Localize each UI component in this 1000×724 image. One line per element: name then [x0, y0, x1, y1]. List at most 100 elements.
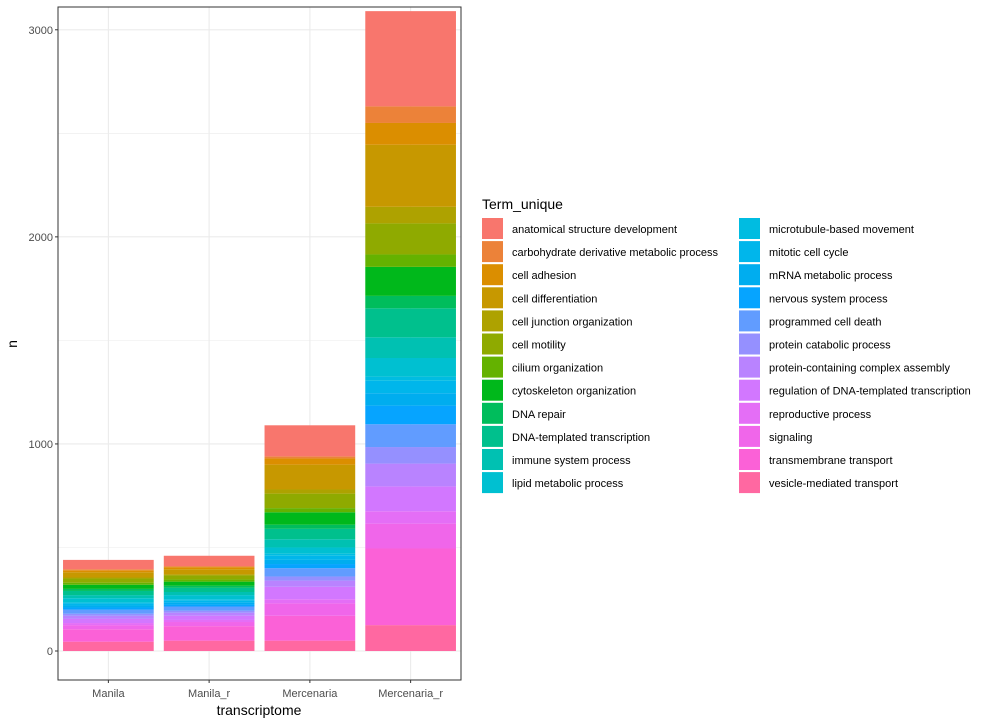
bar-segment: [365, 106, 456, 123]
bar-segment: [63, 602, 154, 604]
bar-segment: [365, 206, 456, 224]
bar-segment: [63, 607, 154, 610]
legend-label: mRNA metabolic process: [769, 270, 893, 282]
legend-swatch: [482, 310, 503, 332]
legend-swatch: [482, 241, 503, 263]
legend-label: cell junction organization: [512, 316, 632, 328]
legend-item: cell differentiation: [482, 287, 597, 309]
x-tick-label: Manila_r: [188, 688, 231, 700]
legend-item: DNA repair: [482, 402, 566, 424]
legend-label: cilium organization: [512, 363, 603, 375]
legend-item: cilium organization: [482, 356, 603, 378]
bar-segment: [365, 424, 456, 448]
bar-segment: [163, 615, 255, 620]
bar-segment: [264, 425, 356, 457]
legend-swatch: [739, 356, 760, 378]
bar-segment: [63, 641, 154, 652]
bar-segment: [264, 576, 356, 581]
legend-swatch: [482, 333, 503, 355]
legend-swatch: [482, 218, 503, 239]
bar-segment: [63, 595, 154, 599]
bar-segment: [365, 223, 456, 255]
legend-item: mRNA metabolic process: [739, 264, 893, 286]
bar-segment: [264, 547, 356, 554]
legend-item: immune system process: [482, 449, 631, 470]
legend-title: Term_unique: [482, 196, 563, 212]
bar-segment: [63, 559, 154, 570]
legend-swatch: [739, 402, 760, 424]
legend-swatch: [739, 264, 760, 286]
legend-label: anatomical structure development: [512, 224, 677, 236]
bar-segment: [163, 612, 255, 616]
bar-segment: [264, 568, 356, 577]
bar-segment: [365, 523, 456, 549]
legend-label: carbohydrate derivative metabolic proces…: [512, 247, 719, 259]
bar-segment: [264, 580, 356, 587]
bar-segment: [63, 623, 154, 626]
legend-label: nervous system process: [769, 293, 888, 305]
bar-segment: [163, 567, 255, 570]
bar-segment: [63, 584, 154, 589]
legend-item: cytoskeleton organization: [482, 379, 636, 401]
bar-segment: [264, 493, 356, 509]
legend-item: anatomical structure development: [482, 218, 677, 239]
bar-segment: [264, 456, 356, 459]
bar-segment: [365, 337, 456, 358]
bar-segment: [163, 606, 255, 611]
bar-segment: [163, 585, 255, 588]
legend-label: cytoskeleton organization: [512, 386, 636, 398]
legend-swatch: [482, 356, 503, 378]
legend-item: transmembrane transport: [739, 449, 893, 470]
legend-label: cell adhesion: [512, 270, 576, 282]
legend-item: programmed cell death: [739, 310, 882, 332]
x-tick-label: Manila: [92, 688, 125, 700]
bar-segment: [63, 629, 154, 642]
bar-segment: [163, 579, 255, 582]
bar-segment: [264, 528, 356, 540]
bar-segment: [365, 376, 456, 381]
legend-item: mitotic cell cycle: [739, 241, 848, 263]
legend-swatch: [739, 472, 760, 494]
bar-segment: [365, 548, 456, 626]
bar-segment: [264, 615, 356, 641]
legend-swatch: [739, 449, 760, 470]
legend-label: programmed cell death: [769, 316, 882, 328]
bar-segment: [365, 144, 456, 207]
bar-segment: [264, 524, 356, 529]
y-tick-label: 2000: [29, 232, 53, 244]
bar-segment: [365, 393, 456, 406]
bar-segment: [264, 599, 356, 604]
bar-segment: [264, 489, 356, 494]
bar-segment: [163, 566, 255, 568]
legend-item: vesicle-mediated transport: [739, 472, 898, 494]
bar-segment: [264, 539, 356, 548]
bar-segment: [264, 603, 356, 616]
bar-segment: [163, 575, 255, 580]
bar-segment: [163, 622, 255, 627]
legend-swatch: [482, 425, 503, 447]
legend-item: protein-containing complex assembly: [739, 356, 950, 378]
legend-swatch: [739, 218, 760, 239]
legend-item: protein catabolic process: [739, 333, 891, 355]
bar-segment: [365, 380, 456, 394]
bar-segment: [365, 357, 456, 377]
bar-segment: [365, 254, 456, 267]
legend-item: lipid metabolic process: [482, 472, 624, 494]
bar-segment: [163, 587, 255, 592]
legend-label: reproductive process: [769, 409, 872, 421]
bar-segment: [365, 308, 456, 338]
bar-segment: [163, 599, 255, 601]
legend-swatch: [739, 287, 760, 309]
legend-label: microtubule-based movement: [769, 224, 914, 236]
bar-segment: [264, 559, 356, 565]
bar-segment: [365, 625, 456, 652]
bar-segment: [163, 581, 255, 586]
legend-label: cell differentiation: [512, 293, 597, 305]
legend-swatch: [739, 241, 760, 263]
legend-label: immune system process: [512, 455, 631, 467]
bar-stack-manila: [63, 559, 154, 652]
bar-segment: [63, 578, 154, 583]
bar-segment: [163, 619, 255, 623]
axes: 0 1000 2000 3000 Manila Manila_r Mercenaria Mer…: [29, 25, 444, 700]
bar-segment: [264, 464, 356, 490]
